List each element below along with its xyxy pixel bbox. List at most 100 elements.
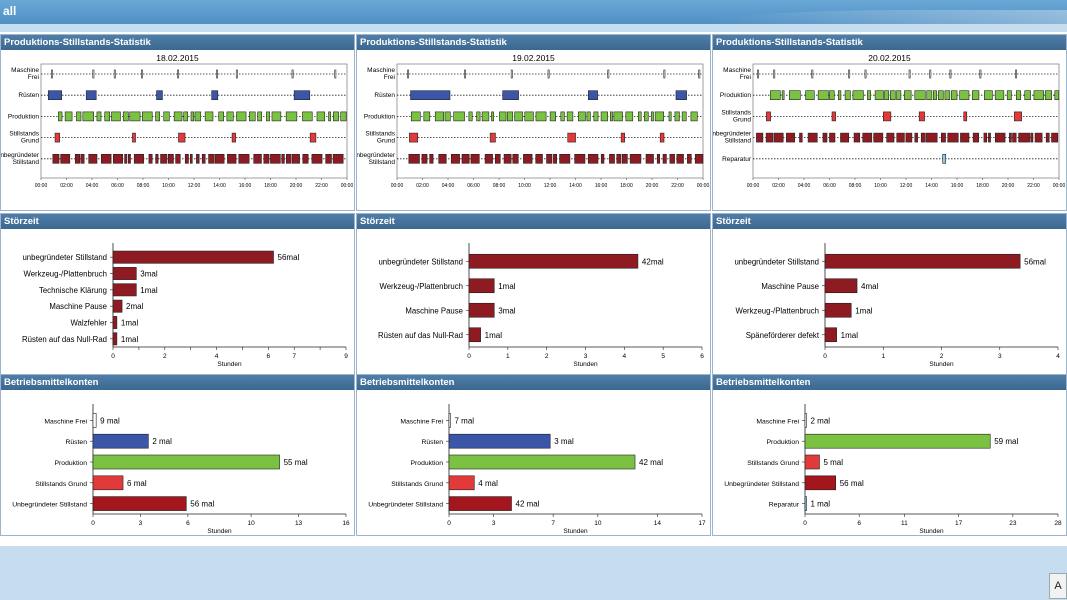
betriebsmittel-panel-3: Betriebsmittelkonten Maschine Frei 2 mal P… [712, 374, 1067, 536]
timeline-event [494, 154, 501, 164]
timeline-row-label: Stillstand [369, 159, 396, 166]
timeline-row-label: Stillstands [365, 131, 395, 138]
bar-category-label: Technische Klärung [39, 286, 107, 295]
timeline-row-label: Maschine [11, 67, 39, 74]
bar-category-label: Unbegründeter Stillstand [12, 502, 87, 509]
bar [92, 433, 149, 449]
bar-value-label: 59 mal [994, 437, 1018, 446]
timeline-event [111, 111, 121, 122]
timeline-tick-label: 06:00 [111, 183, 124, 189]
timeline-event [983, 132, 988, 143]
timeline-event [654, 111, 665, 122]
x-tick-label: 16 [342, 520, 350, 527]
timeline-event [129, 111, 141, 122]
timeline-event [559, 154, 571, 164]
timeline-row-label: Produktion [8, 113, 39, 120]
timeline-event [464, 69, 466, 79]
x-tick-label: 0 [447, 520, 451, 527]
timeline-event [947, 132, 959, 143]
timeline-event [434, 111, 445, 122]
timeline-event [610, 111, 613, 122]
timeline-tick-label: 04:00 [86, 183, 99, 189]
timeline-event [668, 111, 672, 122]
panel-title: Betriebsmittelkonten [1, 375, 354, 390]
timeline-event [291, 154, 300, 164]
timeline-row-label: Rüsten [18, 92, 39, 99]
timeline-event [944, 90, 951, 101]
bar-category-label: Rüsten auf das Null-Rad [22, 335, 107, 344]
timeline-event [621, 154, 628, 164]
bar [468, 278, 495, 294]
timeline-event [886, 132, 895, 143]
x-tick-label: 2 [163, 353, 167, 360]
timeline-event [831, 111, 836, 122]
timeline-event [163, 111, 170, 122]
bar-category-label: Rüsten [65, 439, 87, 446]
bar [824, 302, 852, 318]
timeline-event [1045, 132, 1050, 143]
timeline-event [489, 132, 496, 143]
timeline-event [972, 132, 980, 143]
timeline-event [122, 111, 129, 122]
timeline-event [450, 154, 460, 164]
bar-value-label: 3 mal [554, 437, 574, 446]
timeline-event [156, 90, 163, 101]
timeline-event [160, 154, 168, 164]
bar-category-label: unbegründeter Stillstand [734, 257, 819, 266]
timeline-event [600, 111, 608, 122]
timeline-event [514, 111, 523, 122]
timeline-panel-3: Produktions-Stillstands-Statistik 20.02.… [712, 34, 1067, 211]
bar [448, 413, 451, 428]
bar-value-label: 2 mal [152, 437, 172, 446]
timeline-event [218, 111, 224, 122]
bar-category-label: Produktion [411, 460, 444, 467]
timeline-event [499, 111, 507, 122]
bar-value-label: 55 mal [284, 458, 308, 467]
timeline-frame [752, 63, 1060, 179]
bar [824, 327, 837, 343]
timeline-event [940, 132, 946, 143]
timeline-event [979, 69, 982, 79]
timeline-event [82, 111, 94, 122]
timeline-event [155, 154, 159, 164]
timeline-event [410, 90, 451, 101]
timeline-tick-label: 16:00 [239, 183, 252, 189]
status-area [0, 546, 1067, 600]
timeline-event [926, 90, 933, 101]
bar [448, 433, 551, 449]
bar-value-label: 42 mal [516, 500, 540, 509]
timeline-event [553, 154, 558, 164]
bar-value-label: 1mal [841, 331, 859, 340]
timeline-row-label: Stillstand [13, 159, 40, 166]
betriebsmittel-panel-2: Betriebsmittelkonten Maschine Frei 7 mal R… [356, 374, 711, 536]
timeline-tick-label: 10:00 [874, 183, 887, 189]
timeline-event [263, 154, 270, 164]
timeline-event [408, 154, 420, 164]
timeline-event [586, 111, 591, 122]
timeline-event [560, 111, 565, 122]
x-tick-label: 3 [139, 520, 143, 527]
timeline-event [574, 154, 586, 164]
x-tick-label: 7 [292, 353, 296, 360]
timeline-event [1016, 90, 1021, 101]
timeline-event [914, 90, 926, 101]
bar [468, 253, 639, 269]
bar-category-label: Rüsten auf das Null-Rad [378, 331, 463, 340]
x-tick-label: 0 [823, 353, 827, 360]
timeline-row-label: Produktion [364, 113, 395, 120]
timeline-event [112, 154, 124, 164]
timeline-event [58, 111, 63, 122]
corner-button[interactable]: A [1049, 573, 1067, 599]
timeline-event [64, 111, 73, 122]
timeline-event [587, 154, 599, 164]
timeline-tick-label: 00:00 [697, 183, 710, 189]
panel-title: Betriebsmittelkonten [357, 375, 710, 390]
timeline-event [208, 154, 215, 164]
bar-category-label: Rüsten [421, 439, 443, 446]
x-tick-label: 17 [698, 520, 706, 527]
timeline-event [92, 69, 95, 79]
timeline-event [757, 69, 759, 79]
timeline-event [1024, 90, 1031, 101]
timeline-event [100, 154, 112, 164]
